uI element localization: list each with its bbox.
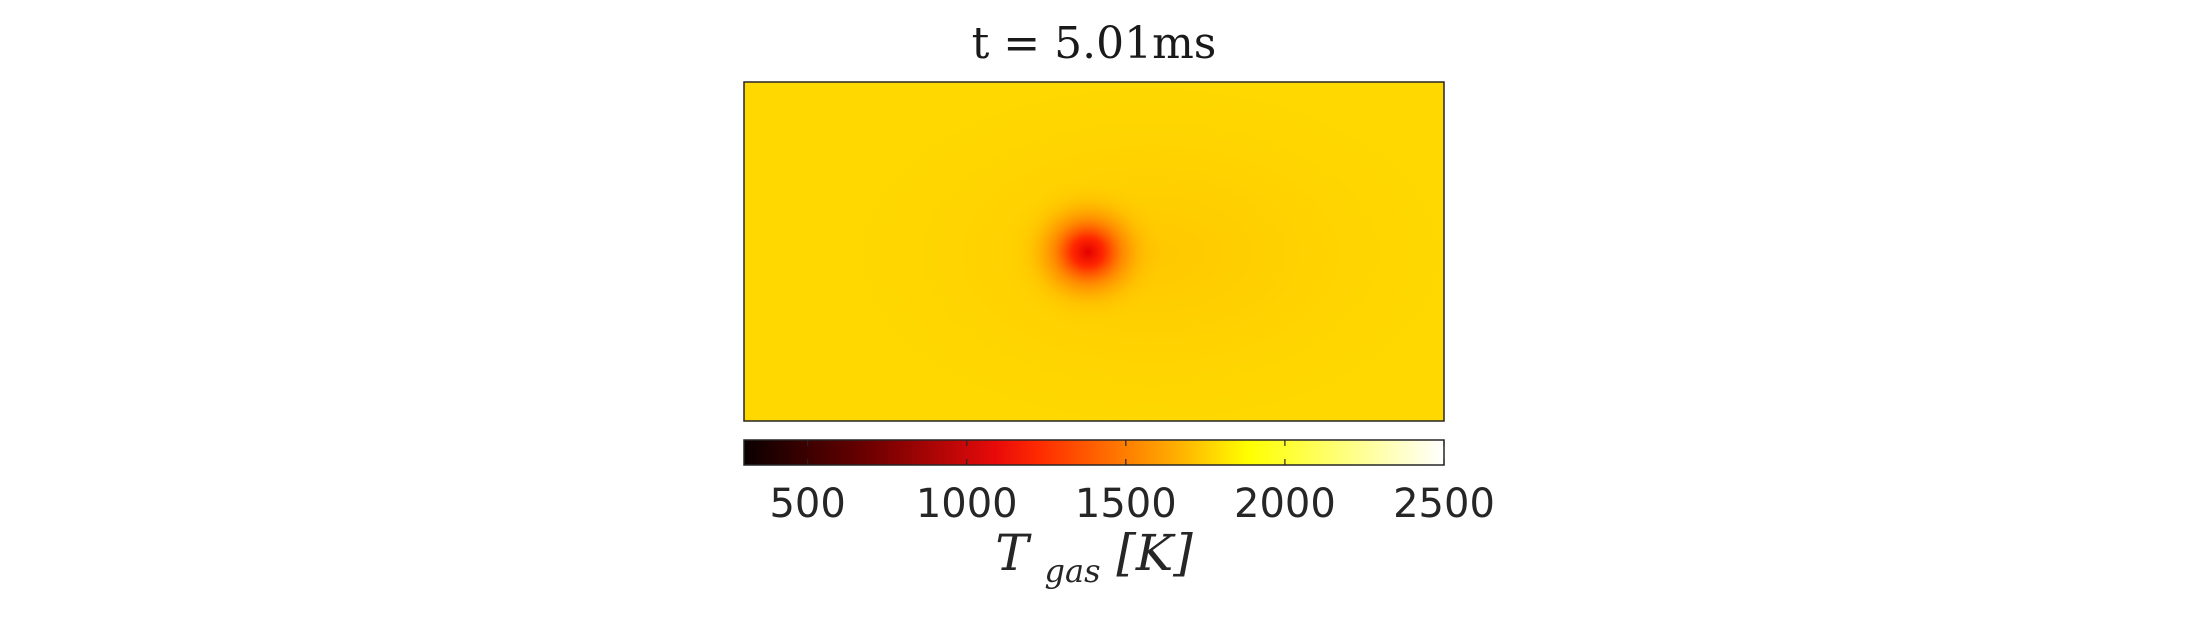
colorbar: 500 1000 1500 2000 2500 T gas [K]	[743, 439, 1495, 594]
chart-title: t = 5.01ms	[972, 18, 1217, 69]
colorbar-gradient	[744, 440, 1444, 465]
colorbar-label: T gas [K]	[995, 524, 1193, 594]
heatmap-hotspot	[1010, 180, 1166, 324]
heatmap-plot	[743, 81, 1445, 422]
colorbar-tick-label: 500	[769, 481, 845, 527]
colorbar-ticks: 500 1000 1500 2000 2500	[769, 440, 1495, 527]
colorbar-label-subscript: gas	[1045, 552, 1101, 590]
colorbar-label-unit: [K]	[1116, 524, 1193, 582]
colorbar-tick-label: 1000	[916, 481, 1018, 527]
colorbar-tick-label: 2000	[1234, 481, 1336, 527]
colorbar-label-main: T	[995, 524, 1032, 582]
colorbar-frame	[743, 439, 1445, 466]
plot-frame	[743, 81, 1445, 422]
colorbar-tick-label: 1500	[1075, 481, 1177, 527]
colorbar-tick-label: 2500	[1393, 481, 1495, 527]
